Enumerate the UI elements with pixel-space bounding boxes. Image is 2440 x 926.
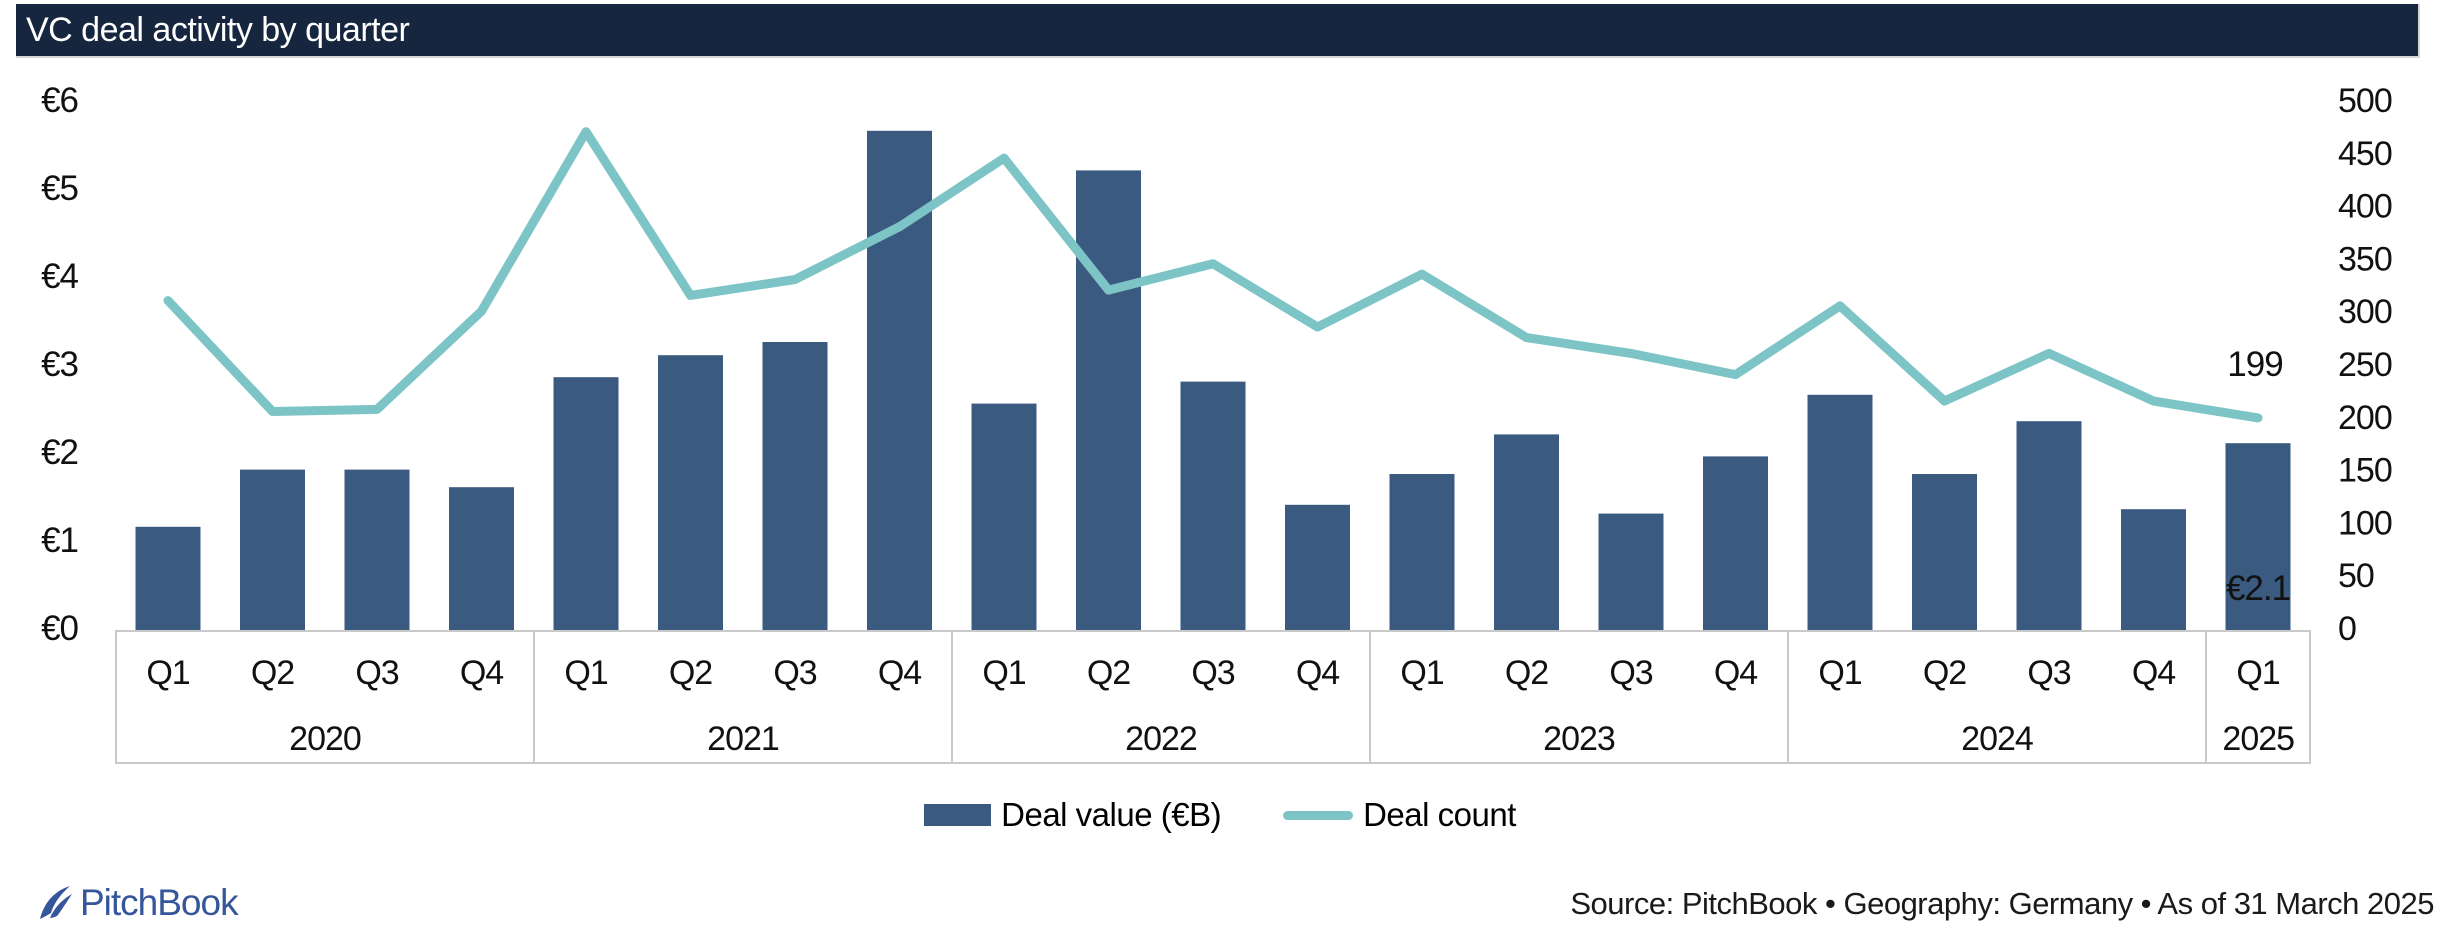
right-axis-tick: 500 (2338, 82, 2392, 120)
quarter-label: Q3 (2027, 654, 2070, 692)
bar-Q3-2020 (344, 469, 410, 630)
chart-title: VC deal activity by quarter (26, 11, 410, 49)
deal-value-swatch-icon (924, 804, 992, 826)
bar-Q4-2023 (1703, 456, 1768, 630)
pitchbook-feather-icon (40, 886, 72, 919)
chart-title-bar: VC deal activity by quarter (16, 4, 2420, 58)
right-axis-tick: 100 (2338, 504, 2392, 542)
quarter-label: Q3 (355, 654, 398, 692)
left-axis-tick: €5 (41, 169, 78, 208)
x-axis-frame (115, 630, 2311, 764)
legend-item-deal-value: Deal value (€B) (924, 796, 1222, 834)
deal-count-swatch-icon (1283, 810, 1354, 820)
right-axis-tick: 450 (2338, 135, 2392, 173)
bar-Q3-2023 (1598, 513, 1664, 630)
quarter-label: Q2 (1087, 654, 1130, 692)
bar-Q4-2024 (2121, 509, 2186, 630)
quarter-label: Q4 (1296, 654, 1339, 692)
left-axis-tick: €1 (41, 521, 78, 560)
bar-Q4-2020 (449, 487, 514, 630)
legend-item-deal-count: Deal count (1283, 796, 1516, 834)
footer: PitchBook Source: PitchBook • Geography:… (0, 876, 2440, 926)
quarter-label: Q1 (1400, 654, 1443, 692)
bar-Q1-2023 (1389, 474, 1455, 630)
year-label: 2025 (2222, 720, 2294, 758)
quarter-label: Q1 (146, 654, 189, 692)
bar-Q1-2022 (971, 403, 1037, 630)
legend: Deal value (€B) Deal count (0, 796, 2440, 834)
quarter-label: Q4 (1714, 654, 1757, 692)
year-label: 2022 (1125, 720, 1197, 758)
pitchbook-logo-text: PitchBook (80, 882, 239, 923)
bar-Q2-2021 (658, 355, 723, 630)
left-axis-tick: €6 (41, 81, 78, 120)
left-axis-tick: €2 (41, 433, 78, 472)
deal-count-annotation: 199 (2227, 345, 2282, 384)
quarter-label: Q2 (251, 654, 294, 692)
quarter-label: Q2 (669, 654, 712, 692)
right-axis-tick: 200 (2338, 399, 2392, 437)
year-label: 2020 (289, 720, 361, 758)
right-axis-tick: 400 (2338, 188, 2392, 226)
quarter-label: Q1 (1818, 654, 1861, 692)
bar-Q1-2024 (1807, 394, 1873, 630)
right-axis-tick: 350 (2338, 240, 2392, 278)
quarter-label: Q1 (982, 654, 1025, 692)
legend-label-deal-value: Deal value (€B) (1001, 796, 1222, 833)
bar-Q2-2022 (1076, 170, 1141, 630)
quarter-label: Q2 (1923, 654, 1966, 692)
quarter-label: Q3 (773, 654, 816, 692)
bar-Q2-2024 (1912, 474, 1977, 630)
pitchbook-logo: PitchBook (36, 882, 239, 924)
left-axis-tick: €4 (41, 257, 78, 296)
bar-Q3-2022 (1180, 381, 1246, 630)
quarter-label: Q3 (1609, 654, 1652, 692)
bar-Q2-2023 (1494, 434, 1559, 630)
quarter-label: Q3 (1191, 654, 1234, 692)
quarter-label: Q2 (1505, 654, 1548, 692)
quarter-label: Q1 (564, 654, 607, 692)
quarter-label: Q4 (460, 654, 503, 692)
bar-Q3-2021 (762, 342, 828, 630)
right-axis-tick: 150 (2338, 452, 2392, 490)
year-label: 2023 (1543, 720, 1615, 758)
bar-Q1-2020 (135, 526, 201, 630)
right-axis-tick: 300 (2338, 293, 2392, 331)
bar-Q4-2021 (867, 130, 932, 631)
year-label: 2021 (707, 720, 779, 758)
bar-Q1-2021 (553, 377, 619, 630)
left-axis-tick: €0 (41, 609, 78, 648)
bar-Q2-2020 (240, 469, 305, 630)
right-axis-tick: 50 (2338, 557, 2374, 595)
deal-value-annotation: €2.1 (2226, 569, 2290, 608)
quarter-label: Q1 (2236, 654, 2279, 692)
bar-Q4-2022 (1285, 504, 1350, 630)
right-axis-tick: 0 (2338, 610, 2356, 648)
left-axis-tick: €3 (41, 345, 78, 384)
right-axis-tick: 250 (2338, 346, 2392, 384)
legend-label-deal-count: Deal count (1363, 796, 1516, 833)
deal-count-line (163, 127, 2263, 423)
source-text: Source: PitchBook • Geography: Germany •… (1570, 886, 2434, 921)
quarter-label: Q4 (878, 654, 921, 692)
bar-Q1-2025 (2225, 443, 2291, 630)
bar-Q3-2024 (2016, 421, 2082, 630)
year-label: 2024 (1961, 720, 2033, 758)
quarter-label: Q4 (2132, 654, 2175, 692)
